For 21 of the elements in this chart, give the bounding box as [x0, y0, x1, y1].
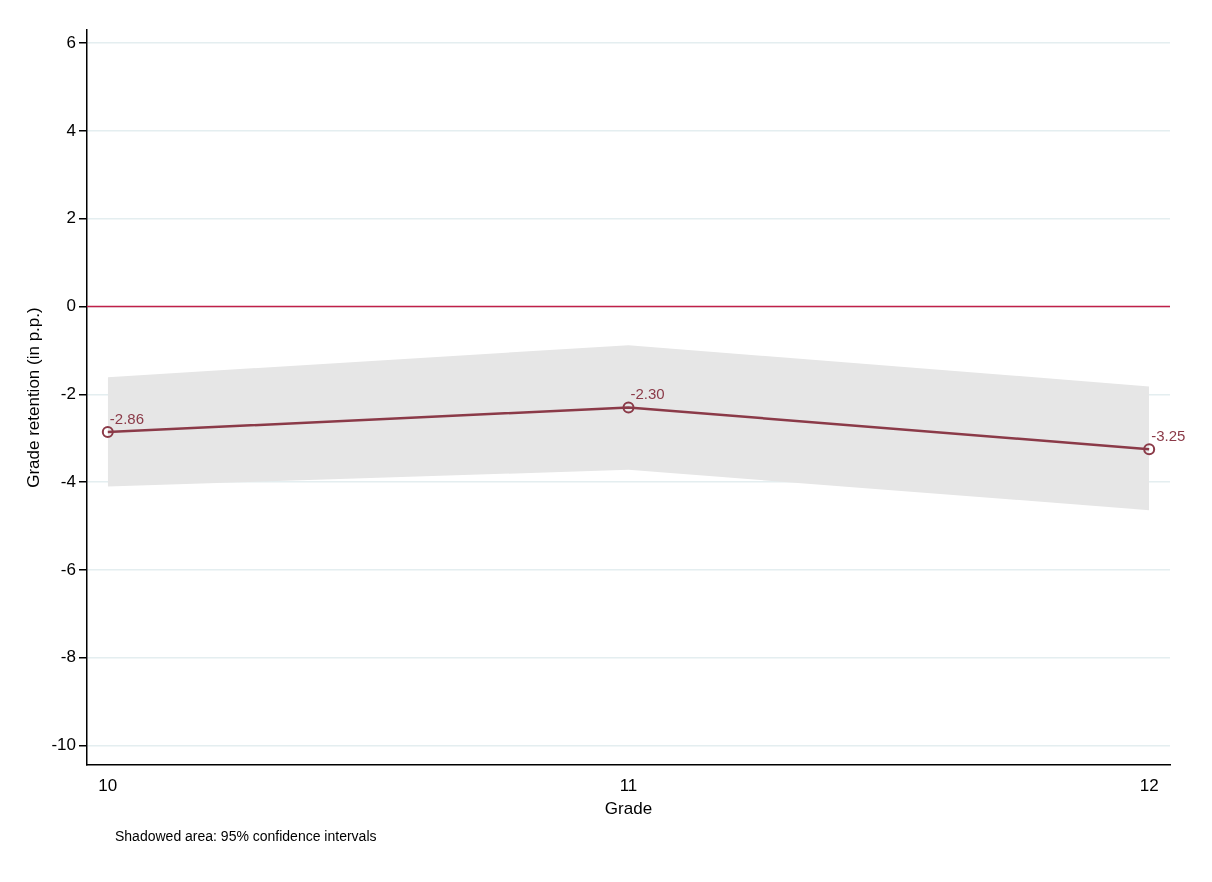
y-axis-title: Grade retention (in p.p.) [23, 307, 43, 488]
data-label: -2.86 [109, 409, 144, 427]
point [622, 401, 635, 414]
y-tick-label: -10 [51, 735, 76, 755]
y-tick-label: 6 [66, 32, 76, 52]
data-label: -3.25 [1151, 426, 1186, 444]
point [101, 426, 114, 439]
y-tick-label: -8 [60, 647, 76, 667]
x-tick-label: 11 [619, 776, 638, 796]
y-tick-label: 4 [66, 120, 76, 140]
x-tick-label: 12 [1139, 776, 1159, 796]
point [1143, 443, 1156, 456]
y-tick-label: 2 [66, 208, 76, 228]
x-tick-label: 10 [98, 776, 118, 796]
x-axis-title: Grade [604, 799, 653, 819]
y-tick-label: -4 [60, 471, 76, 491]
y-tick-label: -6 [60, 559, 76, 579]
text: Shadowed area: 95% confidence intervals [115, 828, 377, 844]
y-tick-label: -2 [60, 384, 76, 403]
data-label: -2.30 [630, 385, 665, 403]
y-tick-label: 0 [66, 296, 76, 316]
